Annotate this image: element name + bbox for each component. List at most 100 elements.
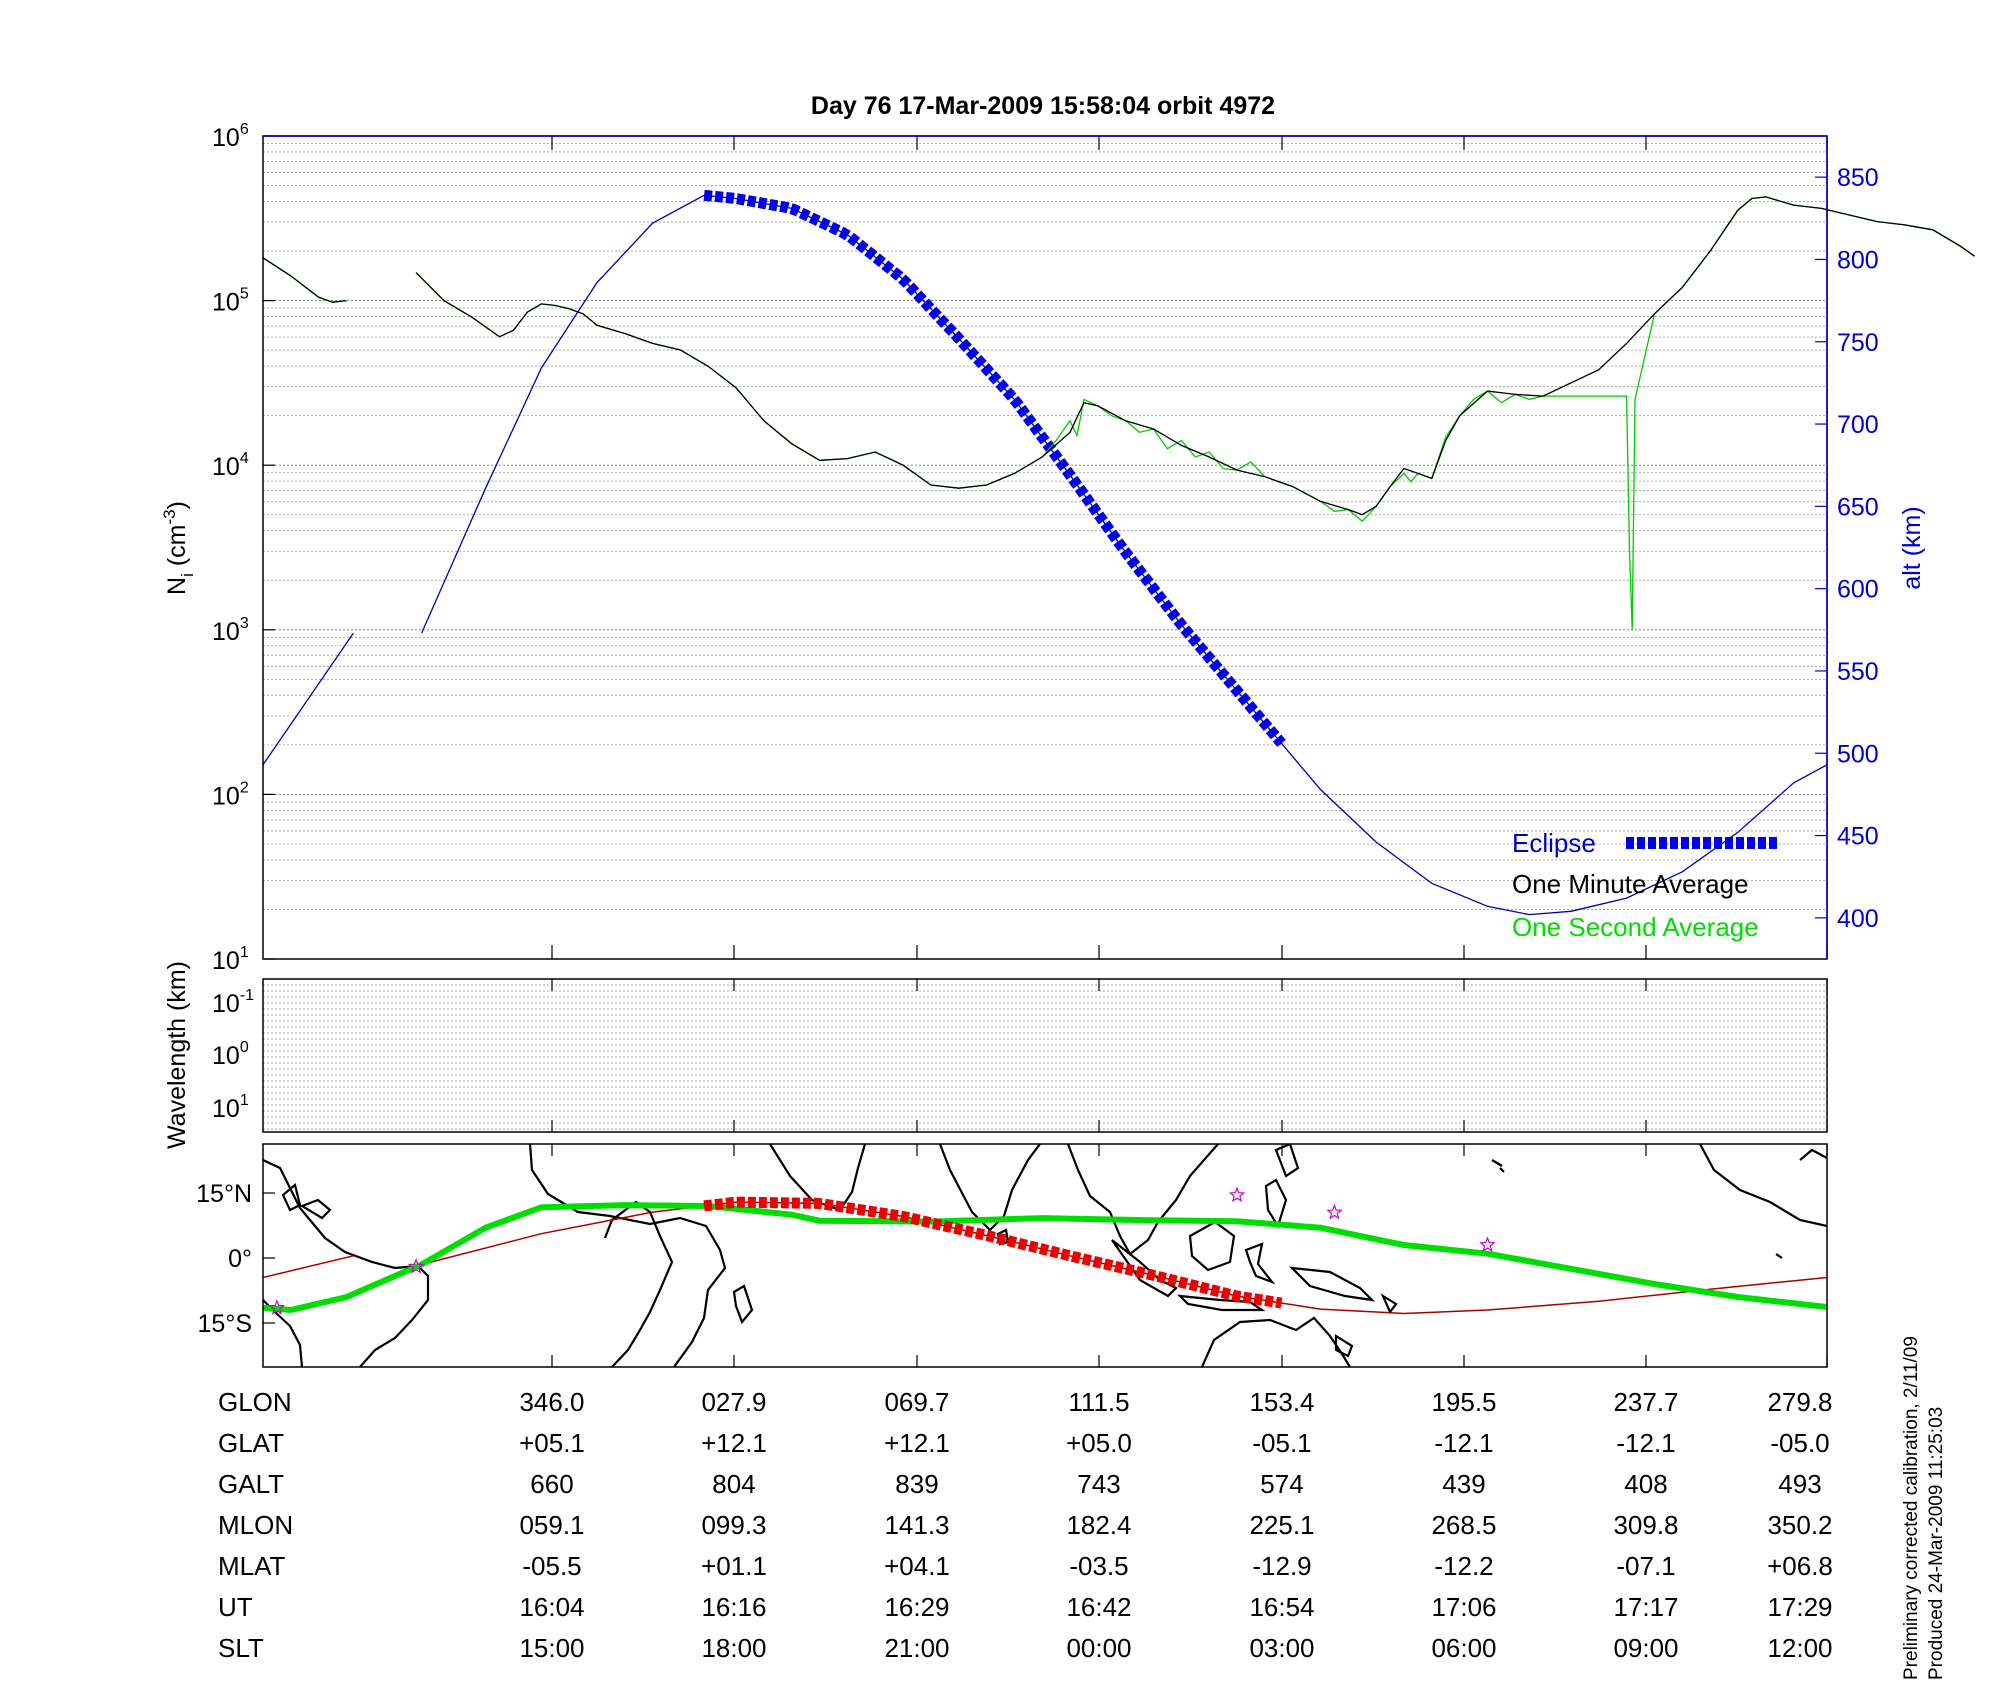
table-row-label: MLAT	[218, 1551, 286, 1581]
table-cell: 225.1	[1249, 1510, 1314, 1540]
p1-y-tick-label: 104	[212, 450, 249, 481]
p2-frame	[262, 978, 1828, 1133]
star-marker	[268, 1299, 286, 1315]
table-cell: 350.2	[1767, 1510, 1832, 1540]
p1-vertical-ticks	[551, 136, 1828, 959]
table-cell: 17:06	[1431, 1592, 1496, 1622]
p1-y-tick-base: 10	[212, 618, 240, 646]
p1-y-tick-exp: 3	[240, 615, 249, 632]
coast-africa-west	[603, 1200, 674, 1367]
p1-y2-tick-label: 750	[1837, 329, 1879, 357]
table-cell: 574	[1260, 1469, 1303, 1499]
table-cell: -05.1	[1252, 1428, 1311, 1458]
table-cell: 182.4	[1066, 1510, 1131, 1540]
coast-island-f	[1775, 1253, 1783, 1259]
coast-island-a	[299, 1198, 332, 1220]
table-cell: 21:00	[884, 1633, 949, 1663]
table-cell: -05.0	[1770, 1428, 1829, 1458]
altitude-line	[262, 194, 1828, 916]
orbit-track-map: 15°N 0° 15°S	[196, 1143, 1828, 1368]
chart-title: Day 76 17-Mar-2009 15:58:04 orbit 4972	[811, 92, 1275, 120]
table-cell: 268.5	[1431, 1510, 1496, 1540]
orbit-track-line	[263, 1202, 1827, 1314]
table-row-label: GLAT	[218, 1428, 284, 1458]
p1-y-tick-base: 10	[212, 947, 240, 975]
p3-y-tick-label: 15°S	[198, 1310, 252, 1338]
table-row-label: UT	[218, 1592, 253, 1622]
table-row-label: SLT	[218, 1633, 264, 1663]
star-marker	[1479, 1236, 1496, 1253]
p3-left-axis: 15°N 0° 15°S	[196, 1180, 275, 1338]
table-cell: 099.3	[701, 1510, 766, 1540]
footnote: Preliminary corrected calibration, 2/11/…	[1901, 1336, 1947, 1680]
orbit-parameter-table: GLON 346.0 027.9 069.7 111.5 153.4 195.5 237.7 2…	[218, 1387, 1833, 1663]
coast-java	[1177, 1294, 1266, 1312]
p1-y2-tick-label: 550	[1837, 658, 1879, 686]
table-cell: +05.0	[1066, 1428, 1132, 1458]
one-minute-average-line	[262, 196, 1975, 516]
table-cell: 16:42	[1066, 1592, 1131, 1622]
table-cell: +06.8	[1767, 1551, 1833, 1581]
footnote-line2: Produced 24-Mar-2009 11:25:03	[1926, 1407, 1947, 1680]
table-cell: 439	[1442, 1469, 1485, 1499]
table-cell: 16:54	[1249, 1592, 1314, 1622]
coast-north-america	[1699, 1144, 1827, 1228]
p1-gridlines	[263, 143, 1827, 910]
table-row-label: GALT	[218, 1469, 284, 1499]
table-cell: 346.0	[519, 1387, 584, 1417]
p1-y-tick-exp: 1	[240, 944, 249, 961]
coast-south-america	[263, 1159, 430, 1367]
table-cell: 06:00	[1431, 1633, 1496, 1663]
coast-australia	[1200, 1316, 1351, 1367]
p2-y-tick-base: 10	[212, 1042, 240, 1070]
table-row-label: GLON	[218, 1387, 292, 1417]
table-cell: 00:00	[1066, 1633, 1131, 1663]
coast-new-guinea	[1289, 1266, 1376, 1302]
legend: Eclipse One Minute Average One Second Av…	[1512, 828, 1778, 942]
p1-y2-tick-label: 600	[1837, 576, 1879, 604]
table-cell: 237.7	[1613, 1387, 1678, 1417]
p1-y-tick-label: 103	[212, 615, 249, 646]
p1-y-tick-label: 101	[212, 944, 249, 975]
legend-one-second-label: One Second Average	[1512, 912, 1759, 942]
table-cell: -12.9	[1252, 1551, 1311, 1581]
legend-one-minute-label: One Minute Average	[1512, 869, 1749, 899]
table-cell: 16:29	[884, 1592, 949, 1622]
p1-y2-tick-label: 800	[1837, 246, 1879, 274]
p1-y-tick-label: 102	[212, 779, 249, 810]
p1-y-tick-exp: 2	[240, 779, 249, 796]
legend-eclipse-label: Eclipse	[1512, 828, 1596, 858]
p1-ylabel: Ni (cm-3)	[160, 501, 197, 595]
table-cell: 804	[712, 1469, 755, 1499]
p1-y2-tick-label: 500	[1837, 740, 1879, 768]
p1-y-tick-label: 106	[212, 121, 249, 152]
table-cell: 03:00	[1249, 1633, 1314, 1663]
coast-india	[938, 1144, 1041, 1232]
coast-island-c	[1380, 1293, 1398, 1315]
table-cell: -03.5	[1069, 1551, 1128, 1581]
table-cell: 16:04	[519, 1592, 584, 1622]
eclipse-segment	[703, 189, 1286, 747]
p1-right-axis: 400 450 500 550 600 650 700 750 800 850	[1815, 164, 1879, 933]
table-cell: -12.1	[1616, 1428, 1675, 1458]
p2-ylabel: Wavelength (km)	[163, 961, 191, 1149]
table-cell: -12.2	[1434, 1551, 1493, 1581]
p1-y2label: alt (km)	[1898, 506, 1926, 589]
star-marker	[1326, 1203, 1343, 1220]
p1-y2-tick-label: 400	[1837, 905, 1879, 933]
table-cell: 279.8	[1767, 1387, 1832, 1417]
p1-y2-tick-label: 450	[1837, 823, 1879, 851]
table-cell: 195.5	[1431, 1387, 1496, 1417]
coast-island-b	[1334, 1334, 1354, 1358]
table-cell: +12.1	[884, 1428, 950, 1458]
p1-y-tick-exp: 4	[240, 450, 249, 467]
table-cell: 12:00	[1767, 1633, 1832, 1663]
p2-y-tick-base: 10	[212, 990, 240, 1018]
coast-madagascar	[732, 1284, 754, 1325]
table-cell: 743	[1077, 1469, 1120, 1499]
p2-y-tick-label: 101	[212, 1092, 249, 1123]
table-cell: 17:29	[1767, 1592, 1832, 1622]
